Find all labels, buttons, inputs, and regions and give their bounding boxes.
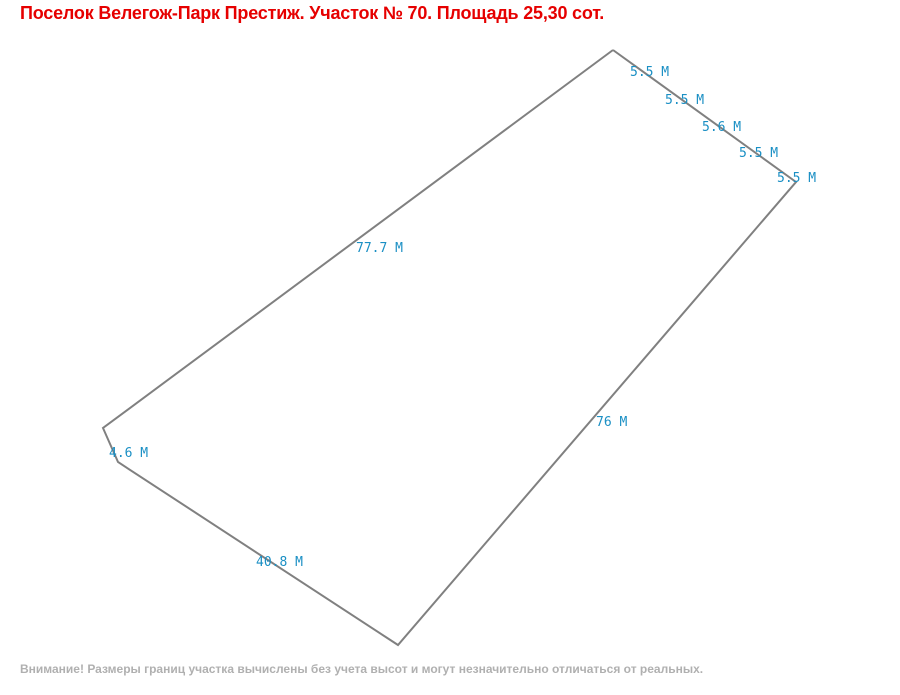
disclaimer-note: Внимание! Размеры границ участка вычисле… xyxy=(20,662,704,676)
dimension-label: 5.5 М xyxy=(630,65,669,80)
dimension-label: 5.6 М xyxy=(702,120,741,135)
dimension-label: 5.5 М xyxy=(777,171,816,186)
dimension-label: 76 М xyxy=(596,415,627,430)
dimension-label: 5.5 М xyxy=(665,93,704,108)
dimension-label: 77.7 М xyxy=(356,241,403,256)
plot-boundary xyxy=(101,49,798,647)
dimension-label: 5.5 М xyxy=(739,146,778,161)
dimension-label: 4.6 М xyxy=(109,446,148,461)
dimension-label: 40.8 М xyxy=(256,555,303,570)
plot-title: Поселок Велегож-Парк Престиж. Участок № … xyxy=(20,3,605,23)
